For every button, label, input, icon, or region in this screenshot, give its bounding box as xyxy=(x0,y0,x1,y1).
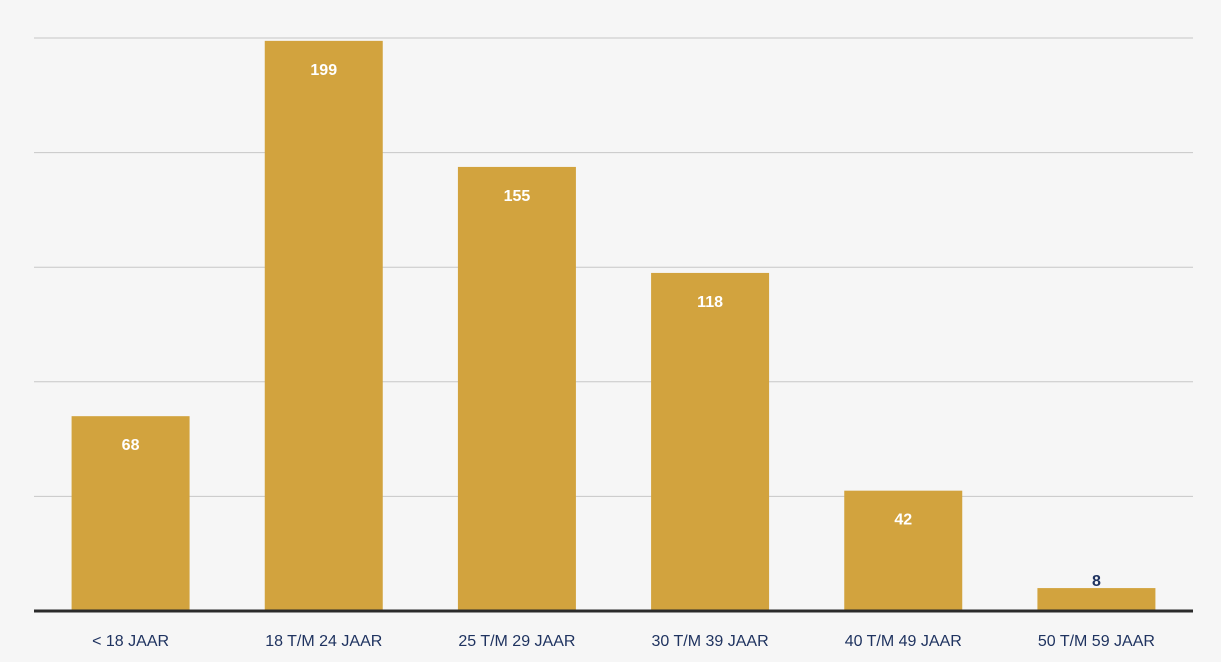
bar xyxy=(1037,588,1156,611)
data-label: 155 xyxy=(504,188,531,205)
x-tick-label: 18 T/M 24 JAAR xyxy=(265,633,382,650)
data-label: 118 xyxy=(697,294,723,311)
data-label: 42 xyxy=(894,512,912,529)
bar xyxy=(844,490,963,611)
data-label: 8 xyxy=(1092,573,1101,590)
bar xyxy=(651,272,770,611)
x-tick-label: 25 T/M 29 JAAR xyxy=(458,633,575,650)
data-label: 68 xyxy=(122,437,140,454)
x-tick-label: < 18 JAAR xyxy=(92,633,169,650)
x-tick-label: 40 T/M 49 JAAR xyxy=(845,633,962,650)
bar xyxy=(71,416,190,611)
bar xyxy=(457,166,576,612)
data-label: 199 xyxy=(310,62,337,79)
bar xyxy=(264,40,383,612)
x-tick-label: 50 T/M 59 JAAR xyxy=(1038,633,1155,650)
x-tick-label: 30 T/M 39 JAAR xyxy=(652,633,769,650)
